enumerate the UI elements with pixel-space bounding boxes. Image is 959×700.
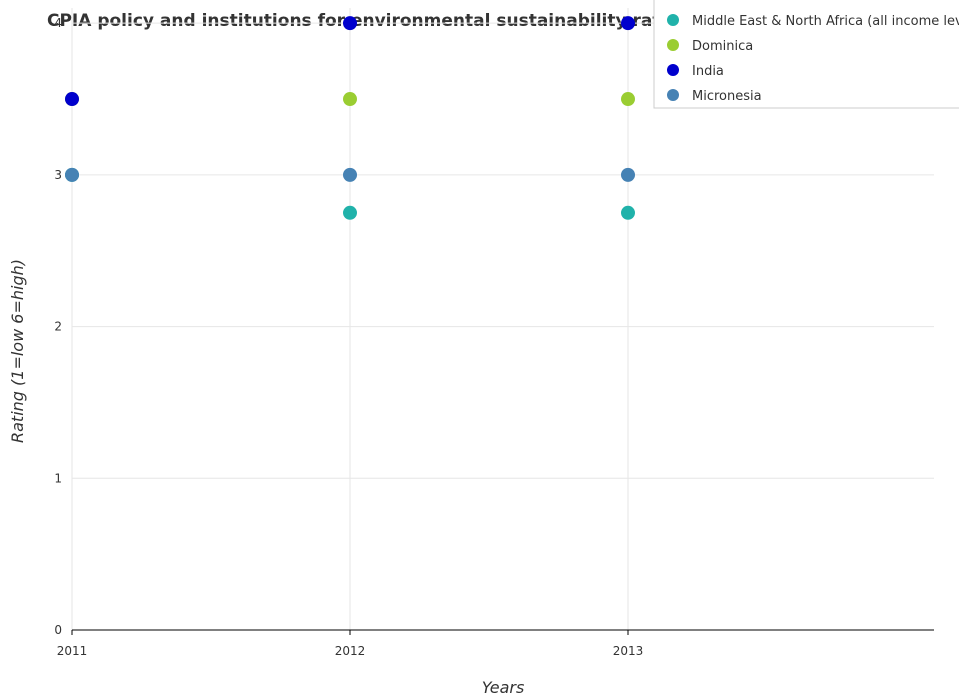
legend: Middle East & North Africa (all income l… (653, 0, 959, 109)
legend-label: India (692, 64, 724, 79)
legend-box (653, 0, 959, 109)
legend-label: Micronesia (692, 89, 762, 104)
y-tick-label: 1 (54, 471, 62, 485)
legend-label: Middle East & North Africa (all income l… (692, 14, 959, 29)
y-tick-label: 4 (54, 16, 62, 30)
data-point (65, 92, 79, 107)
legend-label: Dominica (692, 39, 753, 54)
y-tick-labels: 0 1 2 3 4 (54, 16, 62, 637)
legend-marker (667, 64, 679, 76)
data-point (621, 16, 635, 31)
data-point (621, 167, 635, 182)
y-tick-label: 3 (54, 168, 62, 182)
x-tick-labels: 2011 2012 2013 (57, 644, 644, 658)
grid (71, 8, 934, 635)
data-point (343, 205, 357, 220)
data-points (65, 16, 635, 220)
data-point (621, 92, 635, 107)
y-tick-label: 2 (54, 320, 62, 334)
x-tick-label: 2013 (613, 644, 644, 658)
y-tick-label: 0 (54, 623, 62, 637)
data-point (343, 167, 357, 182)
data-point (343, 16, 357, 31)
data-point (65, 167, 79, 182)
legend-marker (667, 89, 679, 101)
y-axis-label: Rating (1=low 6=high) (8, 259, 27, 443)
data-point (343, 92, 357, 107)
x-tick-label: 2012 (335, 644, 366, 658)
x-axis-label: Years (482, 678, 525, 697)
data-point (621, 205, 635, 220)
legend-marker (667, 14, 679, 26)
x-tick-label: 2011 (57, 644, 88, 658)
chart-title: CPIA policy and institutions for environ… (47, 11, 691, 31)
legend-marker (667, 39, 679, 51)
